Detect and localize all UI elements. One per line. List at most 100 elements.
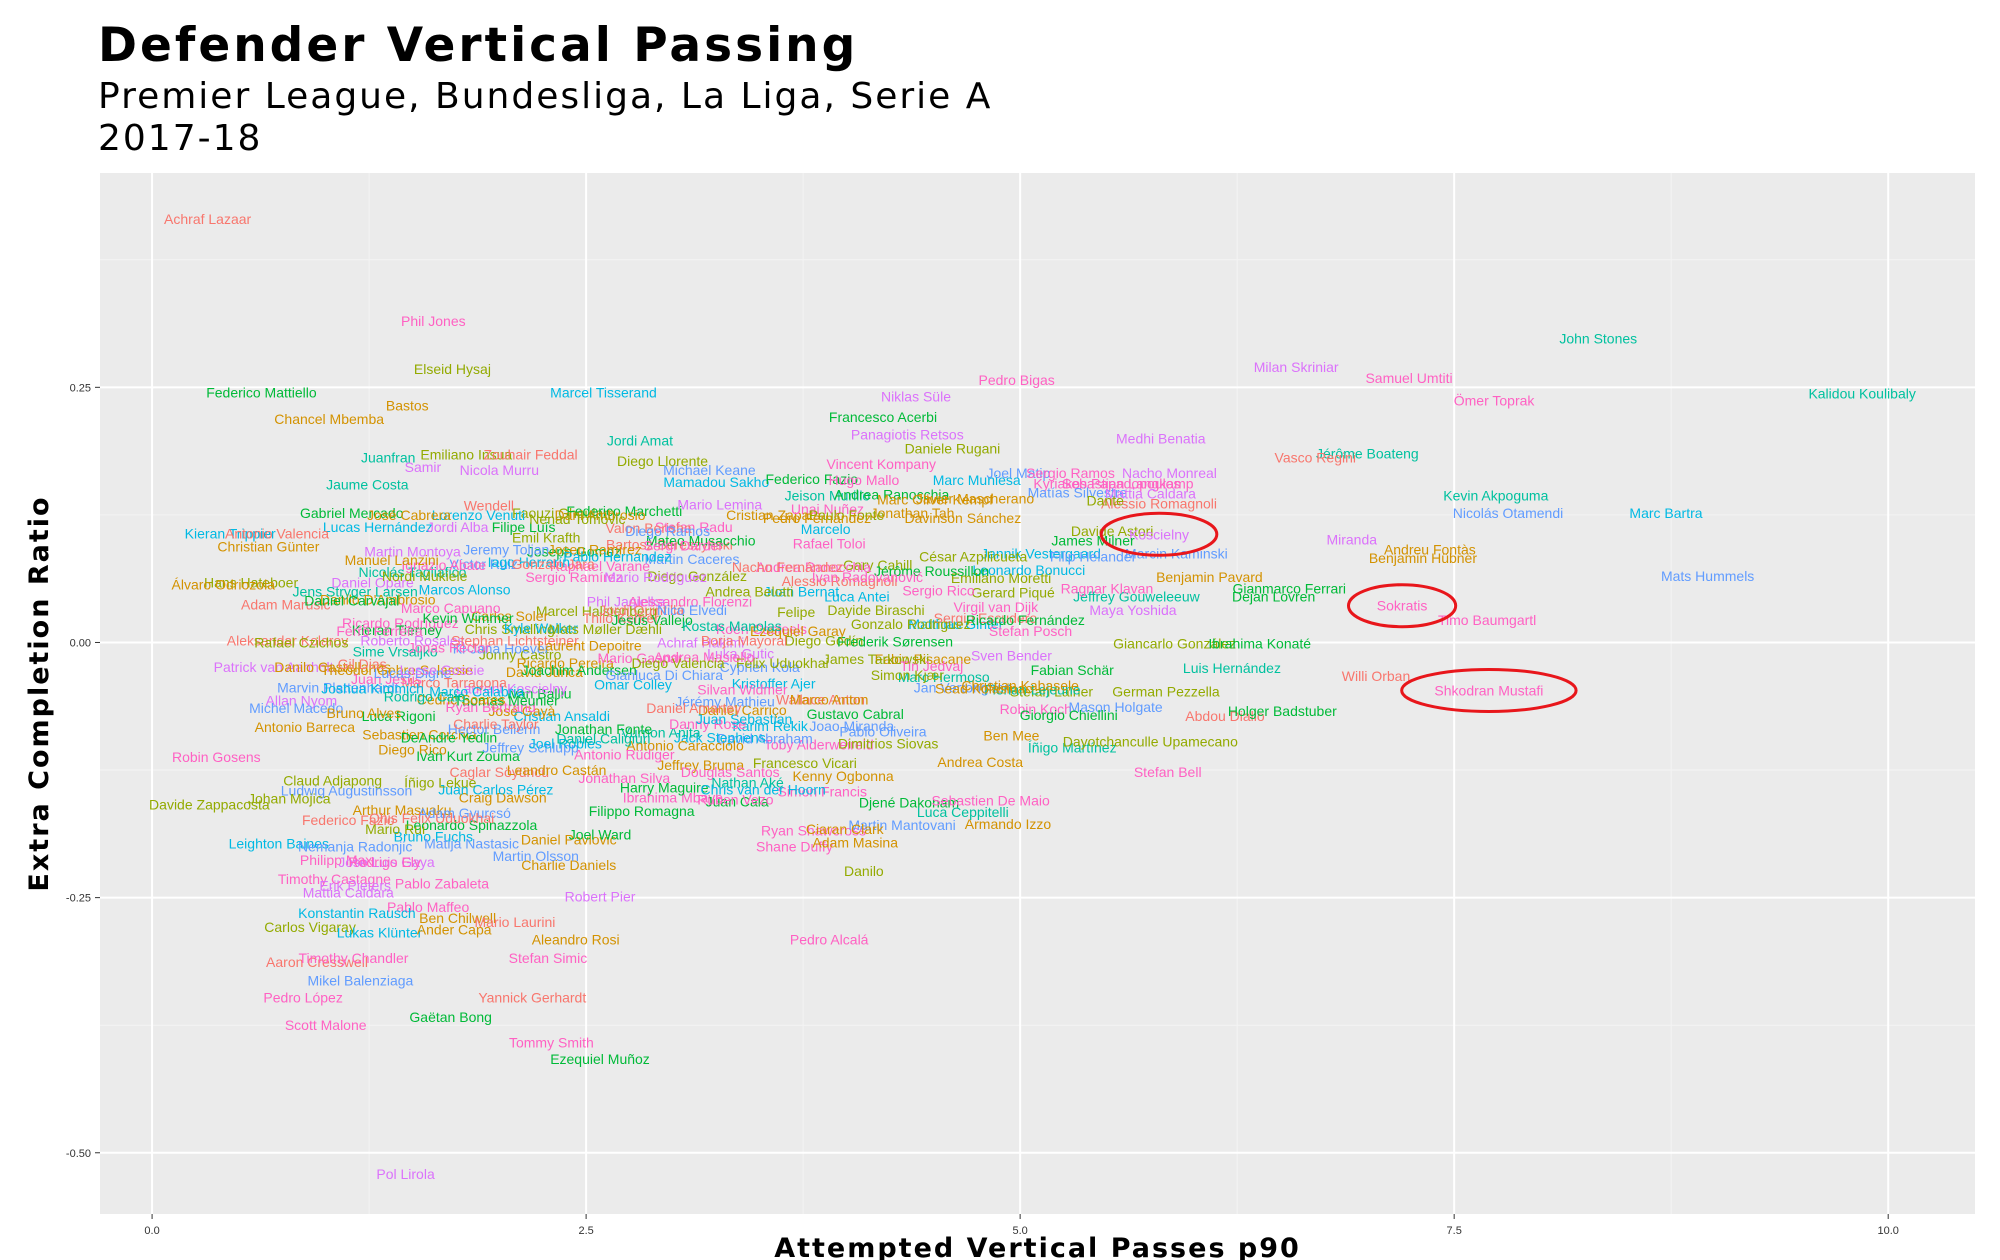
- point-label: Philipp Max: [300, 852, 372, 868]
- point-label: Nicolás Tagliafico: [359, 564, 467, 580]
- point-label: Ömer Toprak: [1454, 392, 1536, 409]
- point-label: Iago Herrerín: [488, 554, 570, 570]
- point-label: Ander Capa: [417, 921, 492, 937]
- point-label: Silvan Widmer: [697, 681, 788, 697]
- point-label: Koen Casteels: [716, 621, 807, 637]
- point-label: Joseph Gomez: [527, 544, 621, 560]
- point-label: Virgil van Dijk: [954, 599, 1040, 615]
- point-label: Antonio Rüdiger: [574, 747, 675, 763]
- point-label: César Azpilicueta: [919, 549, 1027, 565]
- point-label: Lukas Klünter: [337, 924, 423, 940]
- point-label: Shane Duffy: [756, 839, 833, 855]
- point-label: Simon Francis: [777, 783, 866, 799]
- point-label: Emiliano Insua: [420, 447, 512, 463]
- point-label: Ki-Jana Hoever: [453, 641, 550, 657]
- point-label: Ricardo Rodríguez: [342, 615, 459, 631]
- point-label: Emil Krafth: [512, 529, 580, 545]
- point-label: Djené Dakonam: [859, 795, 959, 811]
- point-label: Ryan Bertrand: [445, 699, 535, 715]
- point-label: Jordi Quintillà: [599, 602, 684, 618]
- point-label: Elseid Hysaj: [414, 361, 491, 377]
- point-label: Joachim Andersen: [522, 662, 637, 678]
- point-label: Mason Holgate: [1069, 699, 1163, 715]
- point-label: Bruno Fuchs: [394, 828, 473, 844]
- point-label: Milan Skriniar: [1254, 359, 1339, 375]
- point-label: Valon Berisha: [606, 520, 692, 536]
- point-label: Sokratis: [1377, 598, 1428, 614]
- point-label: Vurnon Anita: [621, 724, 701, 740]
- point-label: Phil Jones: [401, 313, 466, 329]
- point-label: Raphael Varane: [550, 558, 650, 574]
- highlight-ellipse: [1099, 511, 1219, 557]
- point-label: Kalidou Koulibaly: [1808, 385, 1915, 401]
- point-label: German Pezzella: [1112, 683, 1220, 699]
- point-label: Álvaro Odriozola: [172, 576, 276, 592]
- point-label: Gerard Piqué: [972, 584, 1055, 600]
- point-label: Filipe Luís: [492, 519, 556, 535]
- point-label: Martin Montoya: [364, 544, 461, 560]
- point-label: Pablo Hernandez: [563, 549, 671, 565]
- point-label: José Cabrera: [367, 507, 451, 523]
- point-label: Ragnar Klavan: [1061, 580, 1154, 596]
- point-label: Gianluca Di Chiara: [605, 667, 723, 683]
- point-label: Fabio Pisacane: [875, 651, 972, 667]
- point-label: Mats Møller Dæhli: [548, 621, 662, 637]
- point-label: Douglas Santos: [681, 764, 780, 780]
- point-label: Mario Rodriguez: [604, 569, 707, 585]
- point-label: Daniel Carriço: [698, 702, 787, 718]
- point-label: Scott Malone: [285, 1017, 367, 1033]
- point-label: Antonio Caracciolo: [626, 738, 744, 754]
- point-label: Pablo Zabaleta: [395, 875, 489, 891]
- point-label: Ricardo Fernández: [966, 612, 1085, 628]
- point-label: Rafael Czichos: [254, 634, 348, 650]
- x-tick-label: 2.5: [578, 1225, 593, 1237]
- point-label: Willi Orban: [1342, 668, 1410, 684]
- point-label: Holger Badstuber: [1228, 703, 1337, 719]
- point-label: Andrea Ranocchia: [756, 559, 871, 575]
- point-label: Andrea Belotti: [705, 583, 793, 599]
- point-label: Nacho Fernández: [732, 559, 843, 575]
- point-label: Filippo Romagna: [589, 803, 695, 819]
- point-label: Kevin Wimmer: [423, 610, 514, 626]
- point-label: Juan Cala: [706, 794, 769, 810]
- point-label: Chancel Mbemba: [274, 411, 384, 427]
- point-label: Dante: [1087, 493, 1125, 509]
- point-label: Florian Lejeune: [984, 681, 1081, 697]
- point-label: Sergio Ramírez: [525, 569, 622, 585]
- point-label: Andrea Ranocchia: [834, 486, 949, 502]
- point-label: Mario Lemina: [677, 497, 762, 513]
- point-label: Kenny Ogbonna: [792, 768, 893, 784]
- point-label: Leighton Baines: [229, 836, 329, 852]
- y-tick-label: -0.50: [66, 1148, 91, 1160]
- point-label: Robin Gosens: [172, 749, 261, 765]
- point-label: Federico Marchetti: [566, 503, 682, 519]
- chart-season: 2017-18: [98, 118, 263, 159]
- point-label: Nacho Monreal: [1122, 465, 1217, 481]
- point-label: Luca Rigoni: [362, 708, 436, 724]
- point-label: Javier Mascherano: [916, 491, 1034, 507]
- point-label: Gaëtan Bong: [409, 1009, 492, 1025]
- point-label: Patrick van Aanholt: [214, 659, 334, 675]
- point-label: Ryan Shawcross: [761, 822, 866, 838]
- point-label: Matthias Ginter: [908, 616, 1003, 632]
- point-label: Mateo Musacchio: [646, 532, 756, 548]
- point-label: Laurent Depoitre: [537, 638, 642, 654]
- point-label: Adam Masina: [812, 835, 898, 851]
- point-label: Dimitrios Siovas: [838, 736, 938, 752]
- point-label: Hans Hateboer: [204, 574, 299, 590]
- point-label: Iván Kurt Zouma: [416, 748, 520, 764]
- point-label: Panagiotis Retsos: [851, 426, 964, 442]
- point-label: Benjamin Hübner: [1369, 550, 1478, 566]
- point-label: Marcel Halstenberg: [536, 603, 657, 619]
- point-label: Unai Nuñez: [791, 501, 864, 517]
- point-label: Niklas Süle: [881, 389, 951, 405]
- point-label: Ezequiel Garay: [750, 623, 846, 639]
- point-label: Francesco Acerbi: [829, 409, 937, 425]
- x-axis-title: Attempted Vertical Passes p90: [774, 1233, 1301, 1260]
- point-label: Ricardo Pereira: [517, 655, 614, 671]
- point-label: Sergio Escudero: [934, 610, 1038, 626]
- point-label: Sergio Rico: [902, 582, 975, 598]
- point-label: Alessandro Florenzi: [628, 594, 752, 610]
- point-label: Lorenzo Venuti: [432, 507, 525, 523]
- point-label: Karim Rekik: [732, 718, 808, 734]
